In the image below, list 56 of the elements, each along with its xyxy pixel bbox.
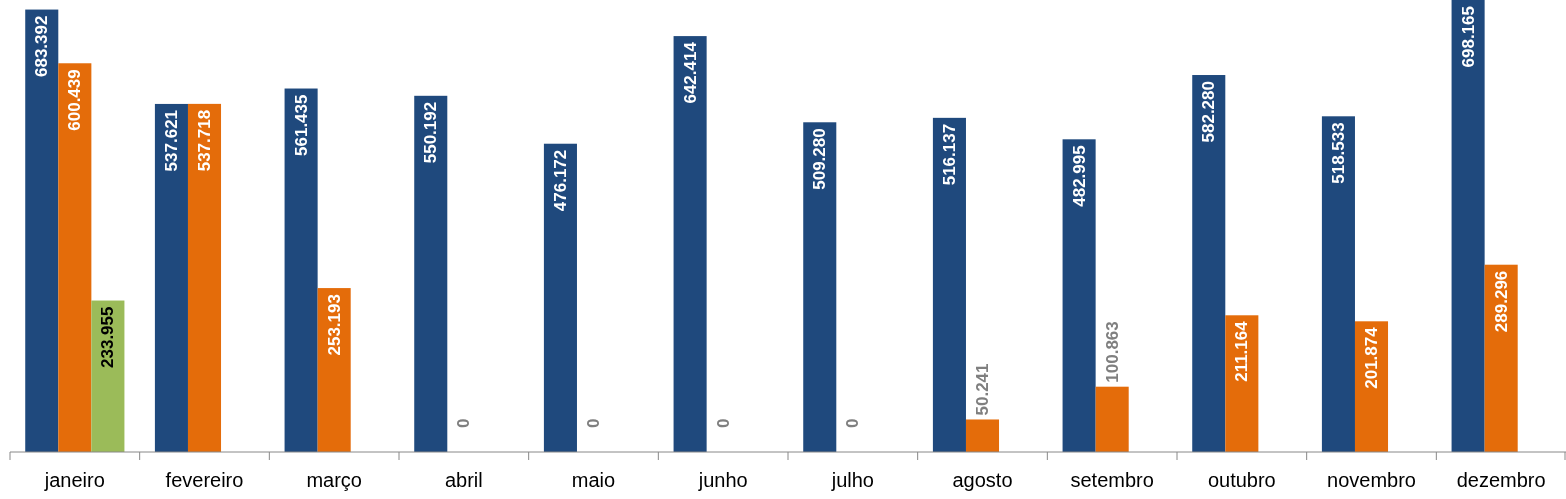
bar bbox=[1192, 75, 1226, 452]
bar bbox=[965, 419, 1000, 452]
x-tick-label: julho bbox=[830, 469, 874, 491]
bar bbox=[543, 143, 577, 452]
data-label: 0 bbox=[843, 418, 863, 428]
data-label: 253.193 bbox=[324, 294, 344, 356]
data-label: 516.137 bbox=[939, 123, 959, 186]
data-label: 0 bbox=[454, 418, 474, 428]
x-tick-label: novembro bbox=[1327, 469, 1416, 491]
data-label: 550.192 bbox=[421, 101, 441, 164]
data-label: 683.392 bbox=[32, 15, 52, 78]
data-label: 100.863 bbox=[1102, 321, 1122, 383]
data-label: 518.533 bbox=[1328, 122, 1348, 184]
bar bbox=[284, 88, 318, 452]
x-tick-label: março bbox=[306, 469, 362, 491]
bar bbox=[154, 103, 188, 452]
x-tick-label: agosto bbox=[952, 469, 1013, 491]
data-label: 0 bbox=[713, 418, 733, 428]
bar bbox=[1062, 139, 1096, 452]
data-label: 476.172 bbox=[550, 149, 570, 212]
bar bbox=[58, 63, 92, 452]
bar bbox=[803, 122, 837, 452]
data-label: 537.621 bbox=[161, 109, 181, 172]
data-label: 201.874 bbox=[1362, 326, 1381, 389]
bar bbox=[187, 103, 222, 452]
x-tick-label: outubro bbox=[1207, 469, 1276, 491]
data-label: 482.995 bbox=[1069, 145, 1089, 207]
data-label: 50.241 bbox=[973, 363, 992, 416]
data-label: 582.280 bbox=[1199, 81, 1219, 143]
x-tick-label: junho bbox=[697, 469, 748, 491]
bar bbox=[1451, 0, 1485, 452]
bar bbox=[1321, 116, 1355, 452]
x-tick-label: janeiro bbox=[43, 469, 105, 491]
x-tick-label: dezembro bbox=[1456, 469, 1546, 491]
data-label: 289.296 bbox=[1491, 270, 1511, 333]
bar bbox=[932, 117, 966, 452]
bar bbox=[25, 9, 59, 452]
bar bbox=[1095, 386, 1129, 452]
data-label: 698.165 bbox=[1458, 6, 1478, 68]
data-label: 561.435 bbox=[291, 94, 311, 156]
x-tick-label: setembro bbox=[1070, 469, 1154, 491]
bar bbox=[1484, 264, 1518, 452]
data-label: 0 bbox=[584, 418, 603, 428]
data-label: 509.280 bbox=[810, 128, 830, 190]
x-tick-label: maio bbox=[571, 469, 616, 491]
data-label: 600.439 bbox=[65, 69, 85, 131]
bar bbox=[1225, 315, 1259, 452]
x-tick-label: abril bbox=[444, 469, 483, 491]
bar bbox=[414, 95, 448, 452]
data-label: 642.414 bbox=[680, 41, 700, 104]
data-label: 233.955 bbox=[98, 306, 118, 368]
bar bbox=[317, 288, 351, 452]
bar bbox=[673, 36, 707, 452]
x-tick-label: fevereiro bbox=[165, 469, 244, 491]
data-label: 537.718 bbox=[195, 109, 214, 172]
data-label: 211.164 bbox=[1232, 320, 1252, 382]
